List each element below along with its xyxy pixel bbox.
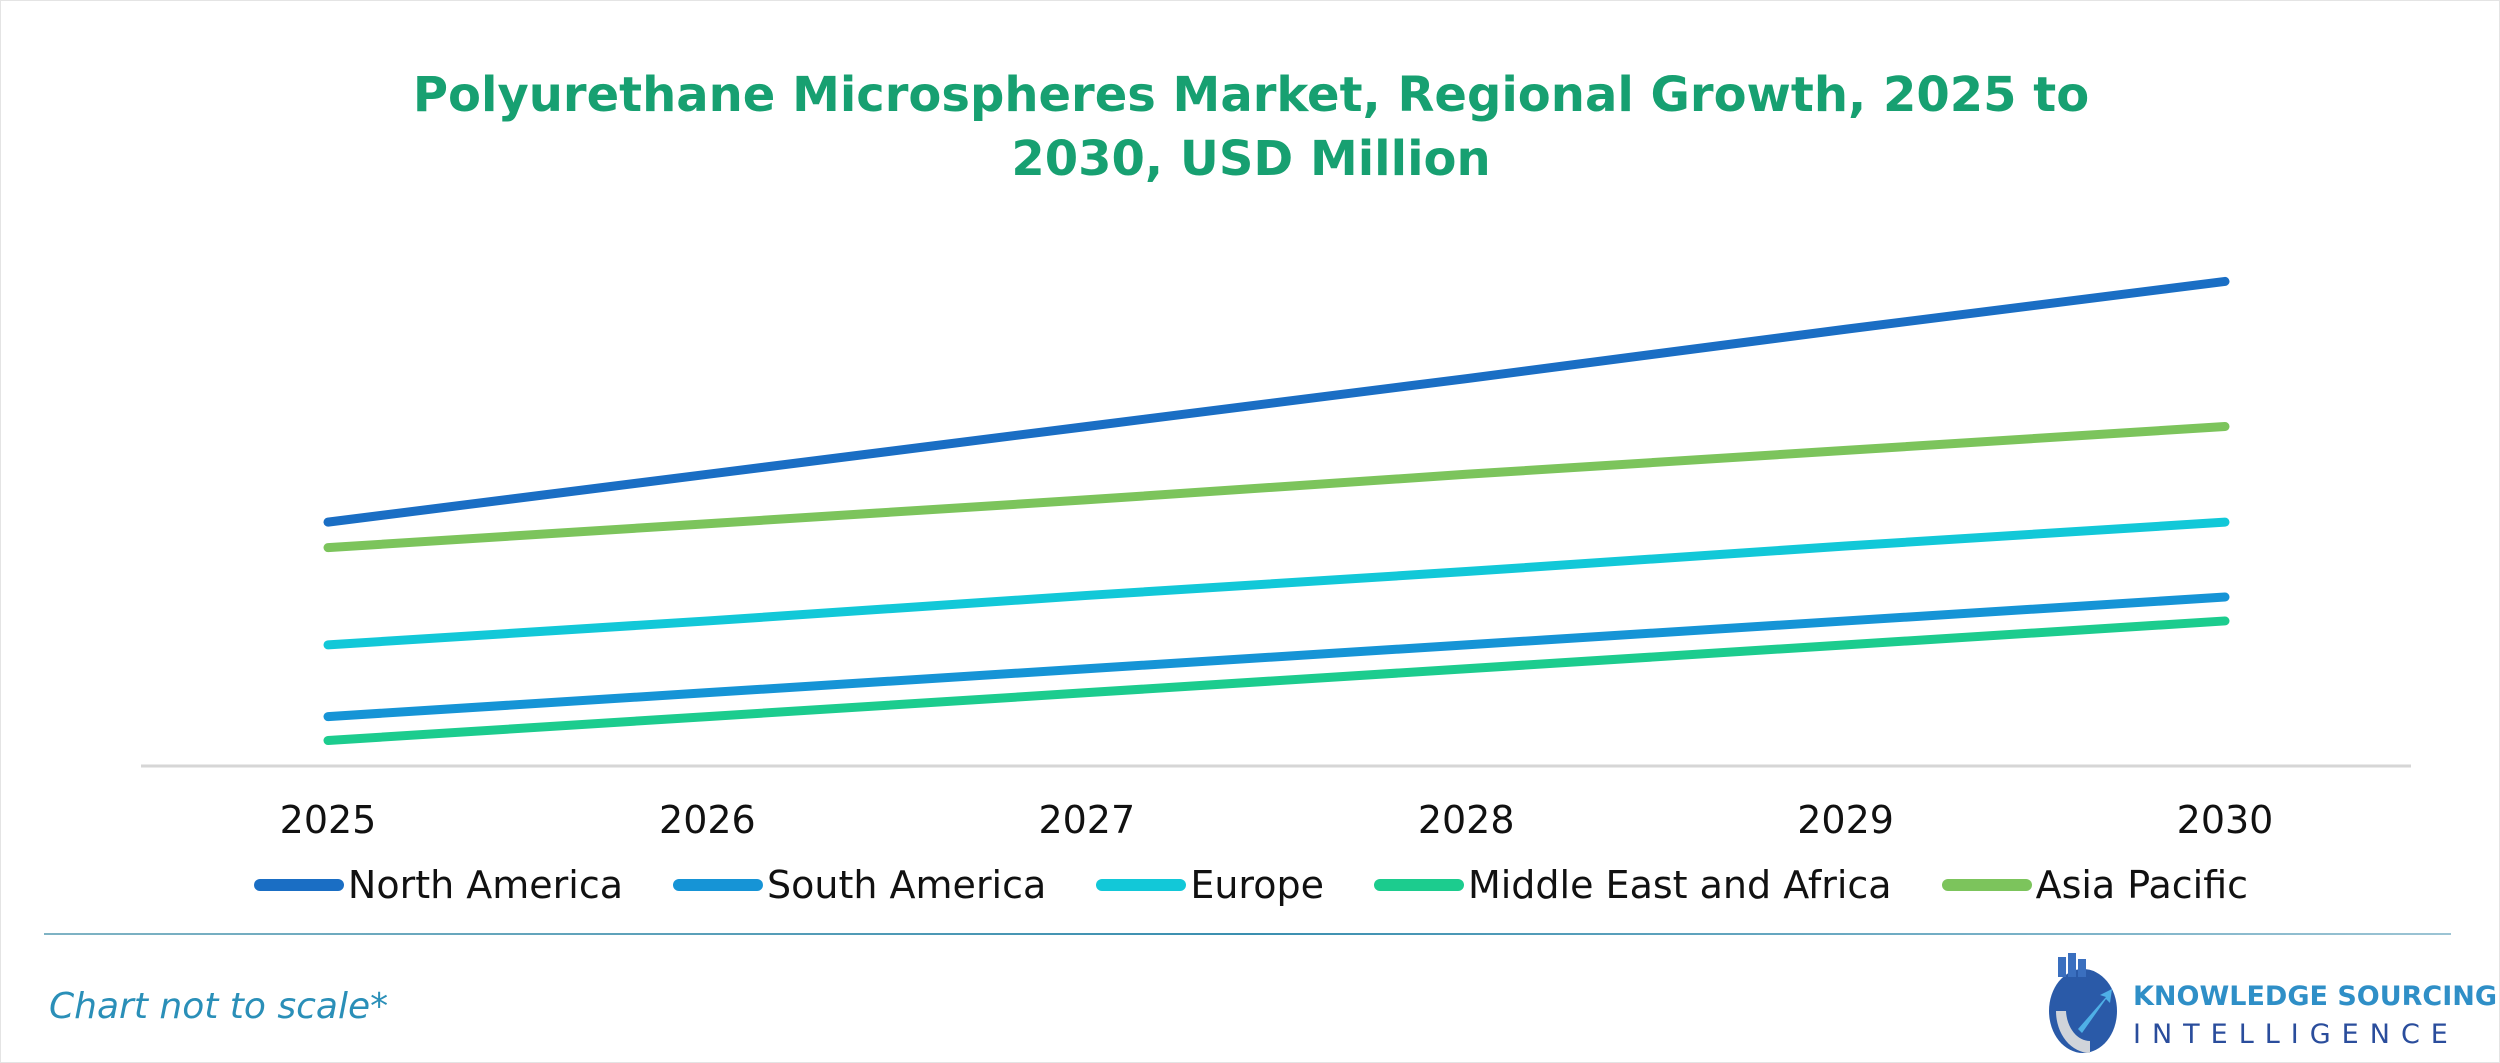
chart-title-line-1: Polyurethane Microspheres Market, Region…	[412, 67, 2090, 123]
logo-icon	[2049, 953, 2117, 1053]
legend-swatch	[253, 879, 344, 891]
chart-title: Polyurethane Microspheres Market, Region…	[1, 63, 2500, 191]
line-chart: 2025 2026 2027 2028 2029 2030	[141, 276, 2411, 842]
logo-text-line-2: INTELLIGENCE	[2133, 1019, 2459, 1050]
x-tick-label: 2025	[280, 798, 377, 842]
legend-item: Middle East and Africa	[1373, 863, 1892, 907]
series-line-asia-pacific	[323, 421, 2230, 553]
legend-item: Asia Pacific	[1941, 863, 2249, 907]
legend-label: Middle East and Africa	[1467, 863, 1892, 907]
x-tick-label: 2028	[1418, 798, 1515, 842]
legend-item: Europe	[1096, 863, 1324, 907]
x-tick-label: 2030	[2177, 798, 2274, 842]
legend-label: North America	[347, 863, 624, 907]
divider	[44, 933, 2451, 935]
logo-text-line-1: KNOWLEDGE SOURCING	[2133, 981, 2498, 1012]
legend-label: Europe	[1190, 863, 1324, 907]
legend-item: South America	[673, 863, 1046, 907]
chart-title-line-2: 2030, USD Million	[1011, 131, 1491, 187]
series-line-europe	[323, 517, 2230, 650]
x-tick-label: 2026	[659, 798, 756, 842]
legend-swatch	[1941, 879, 2032, 891]
legend-item: North America	[253, 863, 624, 907]
series-line-middle-east-and-africa	[323, 616, 2230, 745]
series-line-north-america	[323, 276, 2230, 527]
legend-swatch	[1096, 879, 1187, 891]
legend-label: Asia Pacific	[2035, 863, 2249, 907]
x-tick-label: 2029	[1797, 798, 1894, 842]
legend-swatch	[673, 879, 764, 891]
company-logo: KNOWLEDGE SOURCING INTELLIGENCE	[2038, 949, 2497, 1057]
series-line-south-america	[323, 592, 2230, 722]
x-tick-label: 2027	[1038, 798, 1135, 842]
legend: North America South America Europe Middle E…	[1, 863, 2500, 907]
legend-label: South America	[767, 863, 1047, 907]
chart-note: Chart not to scale*	[49, 986, 389, 1027]
legend-swatch	[1373, 879, 1464, 891]
